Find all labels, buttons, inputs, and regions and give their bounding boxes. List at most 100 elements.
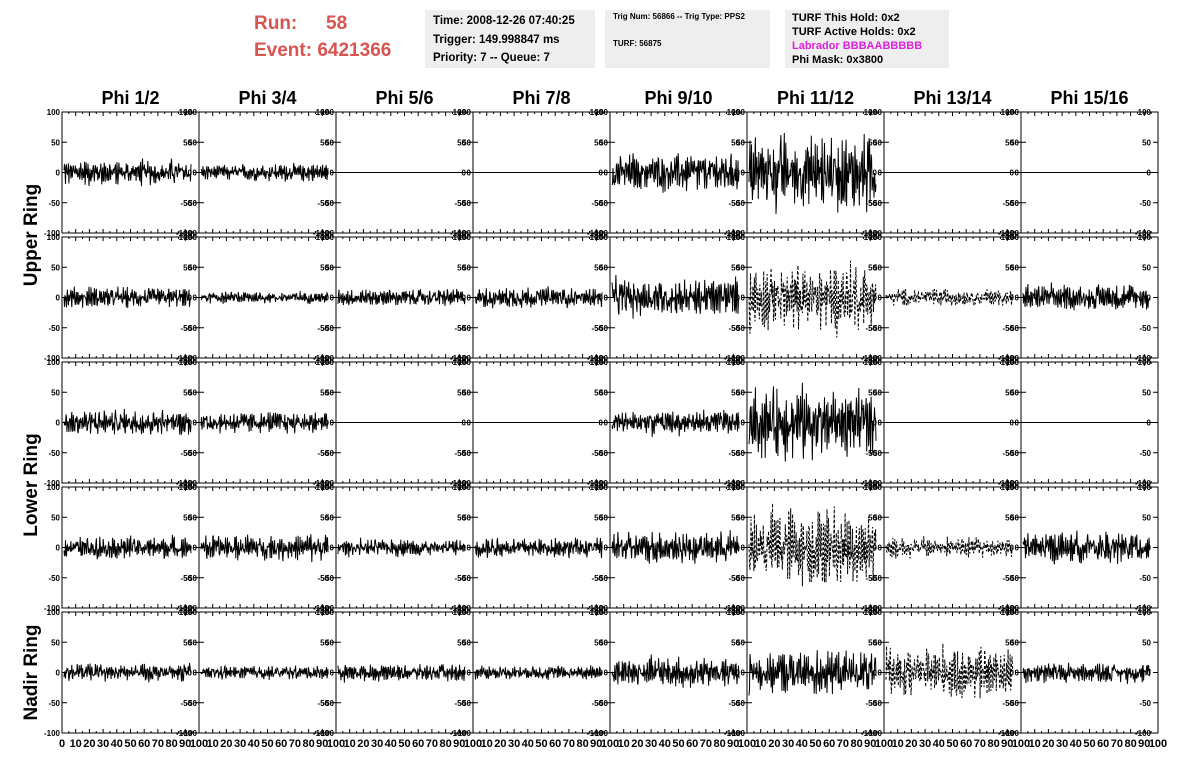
y-tick-label: 100 [47,358,61,367]
waveform-trace [611,274,740,319]
y-tick-label: 100 [595,108,609,117]
y-tick-label: 0 [878,169,883,178]
y-tick-label: -50 [48,324,60,333]
waveform-trace [200,534,329,563]
y-tick-label: -100 [729,729,746,738]
labrador-text: Labrador BBBAABBBBB [792,40,923,52]
waveform-trace [63,408,192,436]
y-tick-label: -100 [318,229,335,238]
y-tick-label: 0 [56,294,61,303]
y-tick-label: 0 [188,294,193,303]
y-tick-label: 50 [51,638,60,647]
y-tick-label: 50 [457,138,466,147]
y-tick-label: 50 [731,388,740,397]
y-tick-label: -50 [596,699,608,708]
phi-column-label: Phi 7/8 [512,88,570,108]
x-tick-label: 20 [83,738,95,750]
x-tick-label: 30 [645,738,657,750]
y-tick-label: -50 [728,199,740,208]
y-tick-label: -100 [861,604,878,613]
y-tick-label: 50 [188,638,197,647]
y-tick-label: 50 [462,638,471,647]
x-tick-label: 70 [837,738,849,750]
y-tick-label: 50 [325,638,334,647]
y-tick-label: -50 [317,449,329,458]
waveform-trace [748,382,877,462]
y-tick-label: -100 [181,354,198,363]
y-tick-label: 0 [193,294,198,303]
y-tick-label: 50 [731,638,740,647]
x-tick-label: 40 [796,738,808,750]
waveform-trace [1022,662,1151,684]
y-tick-label: -50 [865,324,877,333]
y-tick-label: 50 [457,513,466,522]
x-tick-label: 20 [768,738,780,750]
y-tick-label: -50 [728,449,740,458]
x-tick-label: 70 [426,738,438,750]
x-tick-label: 40 [1070,738,1082,750]
x-tick-label: 100 [1012,738,1030,750]
y-tick-label: 100 [732,108,746,117]
waveform-trace [748,132,877,214]
y-tick-label: 100 [47,233,61,242]
y-tick-label: 0 [1015,669,1020,678]
waveform-trace [337,288,466,306]
y-tick-label: 50 [873,138,882,147]
y-tick-label: 50 [731,263,740,272]
time-text: Time: 2008-12-26 07:40:25 [433,15,575,27]
y-tick-label: 100 [184,483,198,492]
y-tick-label: 50 [462,263,471,272]
x-tick-label: 100 [1149,738,1167,750]
x-tick-label: 40 [522,738,534,750]
y-tick-label: -50 [1002,199,1014,208]
y-tick-label: 50 [188,138,197,147]
x-tick-label: 60 [686,738,698,750]
x-tick-label: 90 [453,738,465,750]
y-tick-label: -50 [185,699,197,708]
y-tick-label: -50 [1002,449,1014,458]
y-tick-label: -100 [318,604,335,613]
y-tick-label: 50 [325,388,334,397]
y-tick-label: -50 [180,699,192,708]
y-tick-label: 50 [599,138,608,147]
x-tick-label: 50 [946,738,958,750]
y-tick-label: -100 [587,729,604,738]
run-value: 58 [326,13,348,34]
y-tick-label: 50 [183,513,192,522]
y-tick-label: 50 [736,513,745,522]
x-tick-label: 10 [344,738,356,750]
y-tick-label: 0 [188,169,193,178]
y-tick-label: 50 [594,138,603,147]
y-tick-label: 50 [1142,388,1151,397]
y-tick-label: -100 [592,729,609,738]
y-tick-label: -100 [1135,604,1152,613]
x-tick-label: 100 [327,738,345,750]
y-tick-label: -50 [733,199,745,208]
x-tick-label: 70 [1111,738,1123,750]
y-tick-label: 50 [599,388,608,397]
y-tick-label: 0 [878,294,883,303]
y-tick-label: 0 [330,419,335,428]
y-tick-label: -100 [724,729,741,738]
y-tick-label: -100 [313,354,330,363]
y-tick-label: -100 [318,479,335,488]
x-tick-label: 80 [987,738,999,750]
y-tick-label: 50 [594,638,603,647]
y-tick-label: 0 [873,169,878,178]
y-tick-label: -100 [1003,479,1020,488]
y-tick-label: -50 [322,449,334,458]
y-tick-label: 0 [878,544,883,553]
y-tick-label: -50 [454,574,466,583]
x-tick-label: 30 [782,738,794,750]
x-tick-label: 40 [248,738,260,750]
y-tick-label: 50 [457,638,466,647]
y-tick-label: 100 [732,358,746,367]
y-tick-label: 0 [467,419,472,428]
x-tick-label: 40 [385,738,397,750]
y-tick-label: -100 [44,479,61,488]
x-tick-label: 90 [1138,738,1150,750]
y-tick-label: 0 [873,419,878,428]
y-tick-label: -50 [733,449,745,458]
waveform-trace [63,662,192,683]
y-tick-label: 0 [878,419,883,428]
